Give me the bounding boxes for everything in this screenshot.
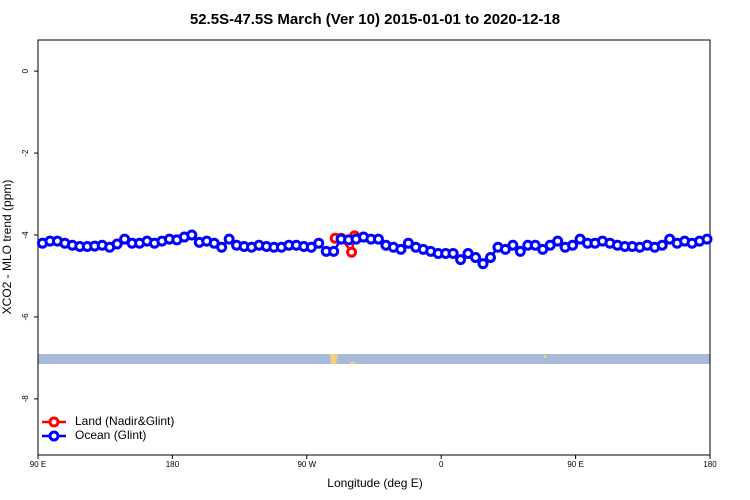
x-tick-label: 180	[166, 460, 180, 469]
data-point	[701, 233, 713, 245]
data-point	[328, 245, 340, 257]
x-tick-label: 180	[703, 460, 717, 469]
y-tick-label: -2	[21, 149, 30, 157]
legend-marker	[48, 430, 60, 442]
data-point	[111, 238, 123, 250]
data-point	[223, 233, 235, 245]
plot-frame	[37, 39, 711, 456]
x-axis-label: Longitude (deg E)	[327, 476, 422, 490]
data-point	[186, 229, 198, 241]
data-point	[216, 241, 228, 253]
legend-marker	[48, 416, 60, 428]
data-point	[372, 233, 384, 245]
data-point	[656, 239, 668, 251]
x-tick-label: 90 W	[297, 460, 316, 469]
data-point	[484, 252, 496, 264]
x-tick-label: 90 E	[30, 460, 46, 469]
chart-title: 52.5S-47.5S March (Ver 10) 2015-01-01 to…	[190, 11, 560, 28]
surface-mask	[38, 354, 710, 364]
data-point	[514, 245, 526, 257]
data-point	[552, 235, 564, 247]
legend-label: Land (Nadir&Glint)	[75, 414, 174, 428]
legend-label: Ocean (Glint)	[75, 428, 146, 442]
land-mask	[544, 355, 546, 358]
y-tick-label: -8	[21, 395, 30, 403]
y-tick-label: 0	[21, 68, 30, 73]
data-point	[567, 239, 579, 251]
data-point	[313, 237, 325, 249]
data-point	[507, 239, 519, 251]
y-tick-label: -6	[21, 313, 30, 321]
data-point	[395, 243, 407, 255]
x-tick-label: 90 E	[567, 460, 583, 469]
data-point	[346, 246, 358, 258]
x-tick-label: 0	[439, 460, 444, 469]
y-axis-label: XCO2 - MLO trend (ppm)	[0, 180, 14, 315]
data-point	[477, 258, 489, 270]
data-point	[470, 252, 482, 264]
land-mask	[330, 354, 338, 364]
land-mask	[350, 362, 355, 364]
data-point	[447, 247, 459, 259]
y-tick-label: -4	[21, 231, 30, 239]
data-point	[455, 254, 467, 266]
